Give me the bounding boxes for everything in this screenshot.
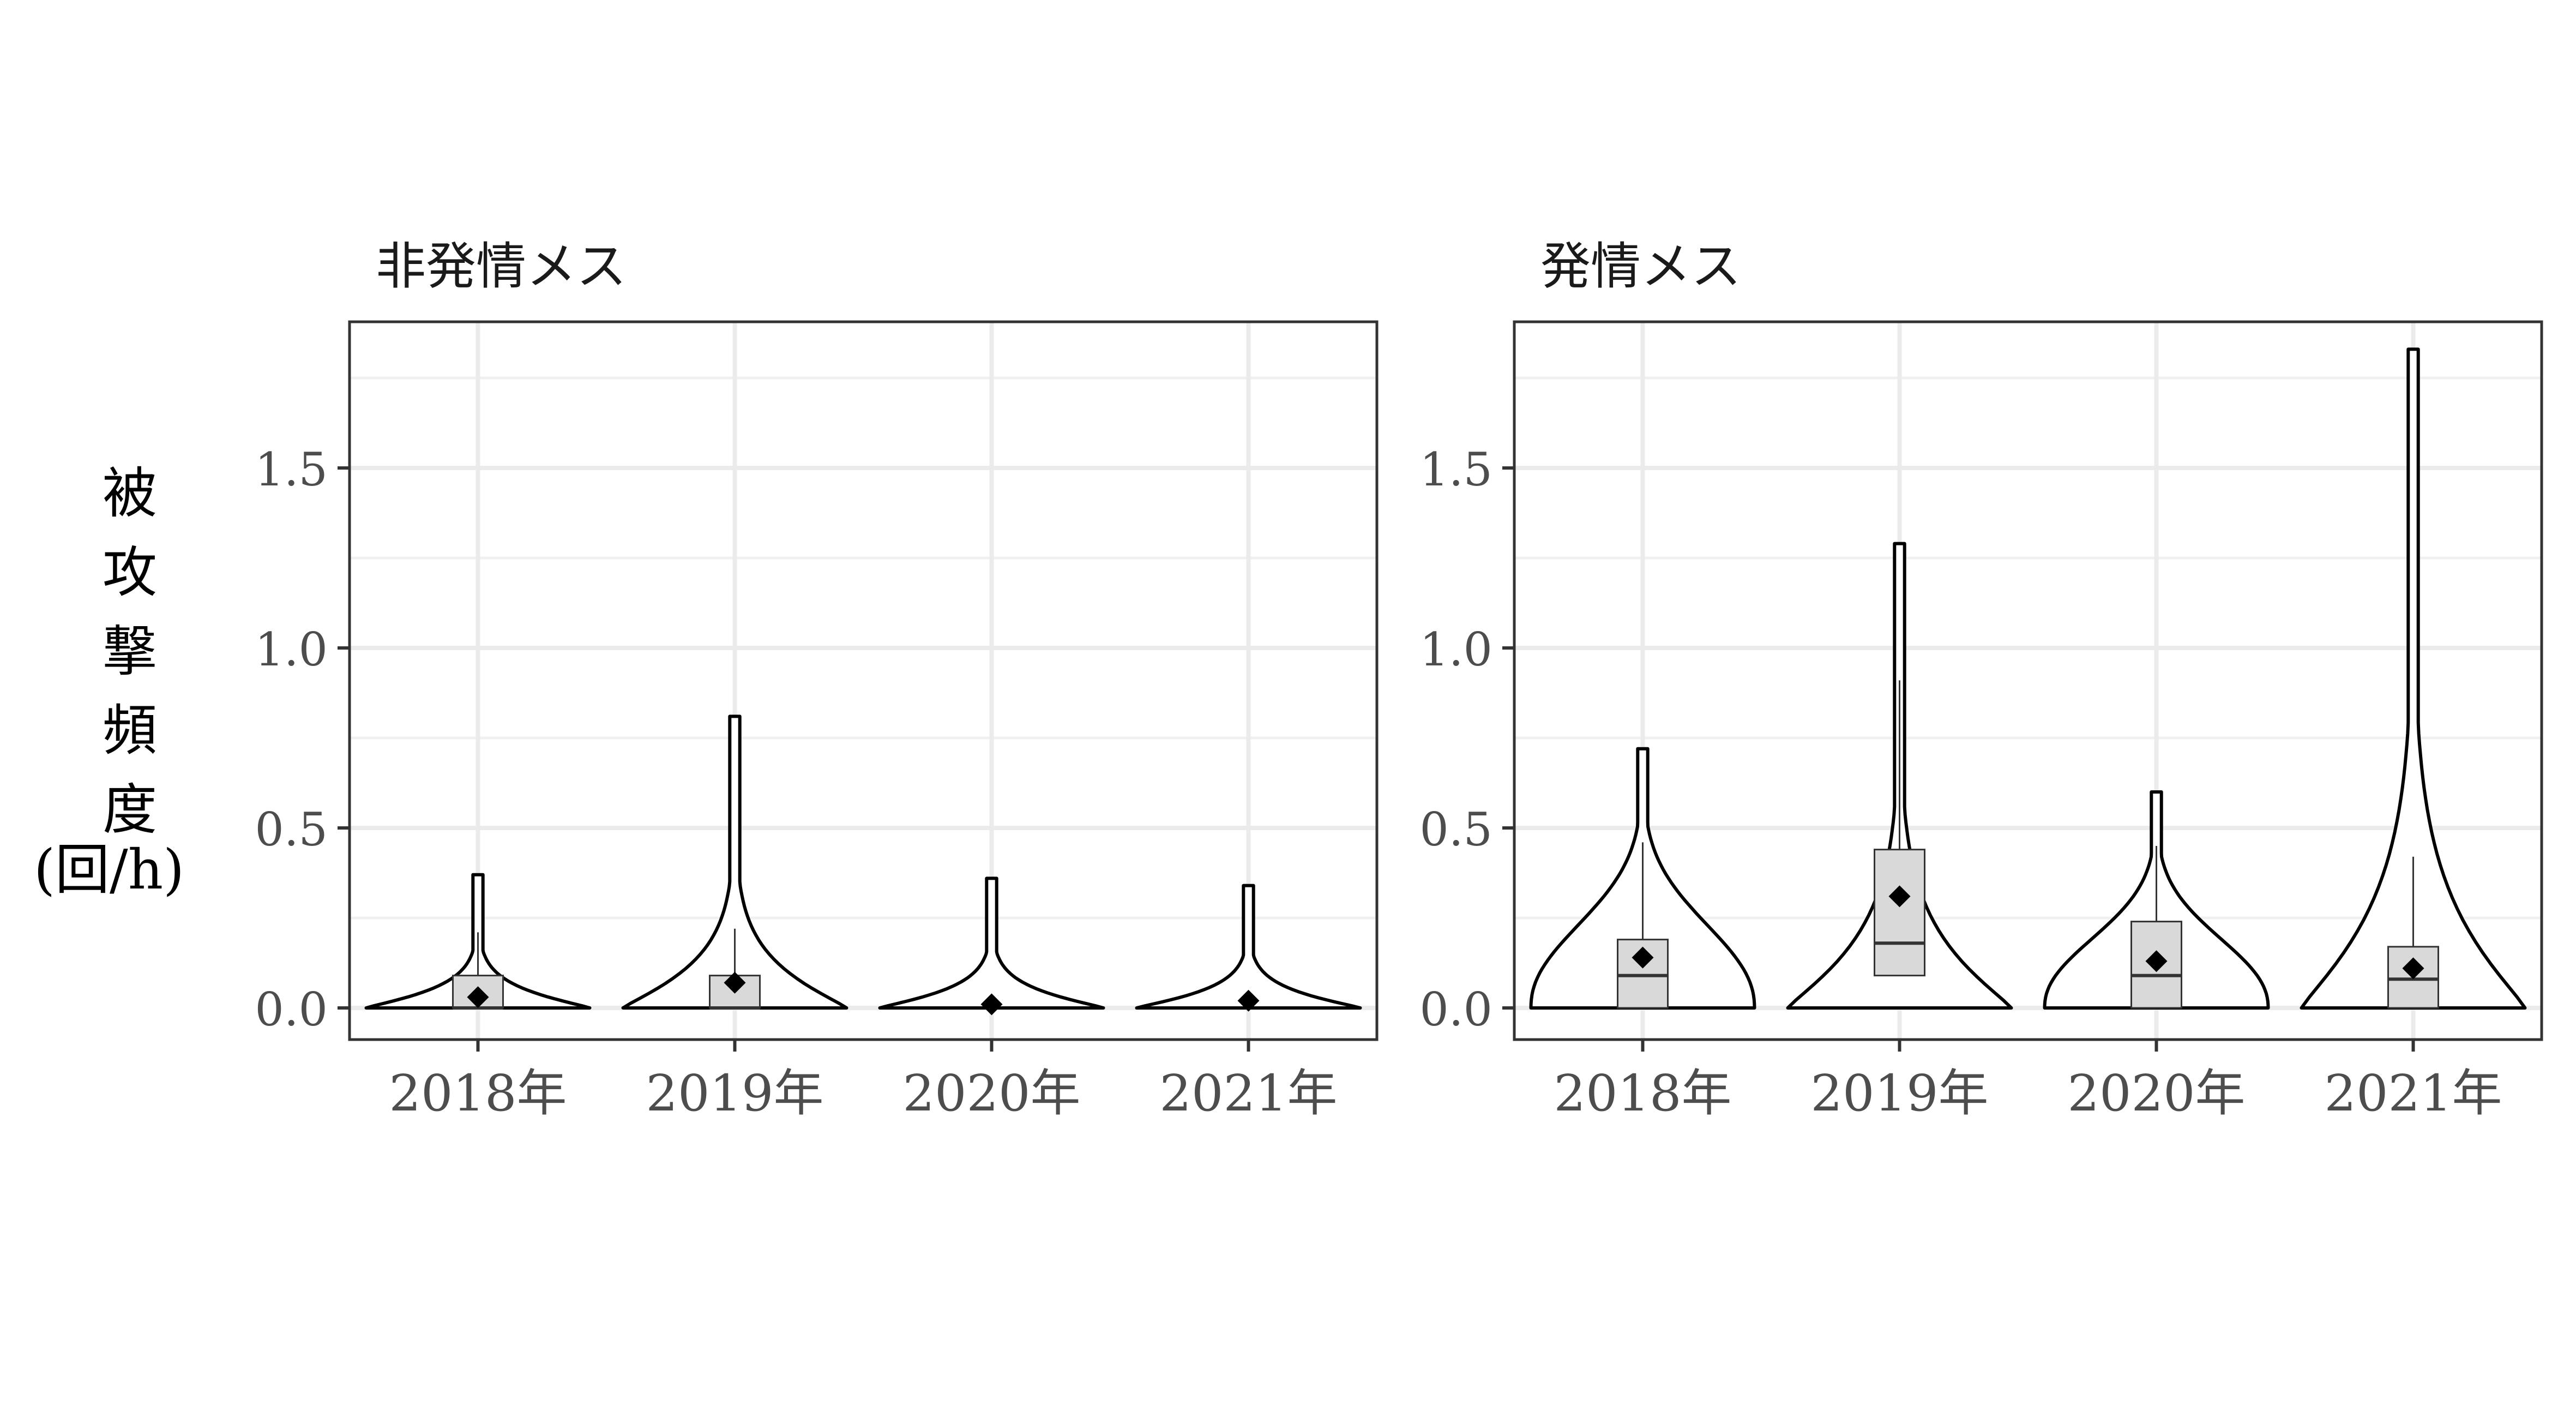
facet-title: 非発情メス <box>376 237 627 296</box>
violin-shape <box>878 876 1105 1010</box>
x-tick-label: 2019年 <box>1810 1064 1988 1122</box>
y-tick-label: 1.5 <box>1419 443 1492 496</box>
violin-shape <box>2300 347 2527 1010</box>
mean-marker <box>1888 885 1911 908</box>
y-tick-label: 0.5 <box>1419 803 1492 856</box>
violin-shape <box>1135 884 1362 1010</box>
y-axis-label-char: 攻 <box>103 541 157 604</box>
box-iqr <box>1874 849 1925 977</box>
panel-border <box>348 320 1379 1041</box>
mean-marker <box>980 993 1003 1016</box>
y-tick-label: 1.0 <box>255 623 328 676</box>
mean-marker <box>1632 946 1654 969</box>
y-axis-label-char: 頻 <box>103 699 157 762</box>
x-tick-label: 2018年 <box>389 1064 567 1122</box>
x-tick-label: 2021年 <box>1159 1064 1337 1122</box>
x-tick-label: 2019年 <box>646 1064 823 1122</box>
y-tick-label: 1.0 <box>1419 623 1492 676</box>
mean-marker <box>1237 989 1260 1012</box>
mean-marker <box>724 971 746 994</box>
panel-non-estrus: 非発情メス 0.0 0.5 1.0 1.5 2018年 2019年 2020年 2021年 <box>255 237 1379 1122</box>
mean-marker <box>2145 950 2168 972</box>
facet-title: 発情メス <box>1540 237 1741 296</box>
panel-border <box>1513 320 2543 1041</box>
mean-marker <box>2402 957 2424 980</box>
violin-shape <box>621 714 848 1010</box>
y-tick-label: 1.5 <box>255 443 328 496</box>
y-axis-label-char: 撃 <box>103 620 157 683</box>
y-tick-label: 0.0 <box>1419 983 1492 1036</box>
x-tick-label: 2018年 <box>1554 1064 1731 1122</box>
y-axis-label-char: 度 <box>103 778 157 842</box>
x-tick-label: 2020年 <box>2067 1064 2245 1122</box>
panel-estrus: 発情メス 0.0 0.5 1.0 1.5 2018年 2019年 2020年 2021年 <box>1419 237 2543 1122</box>
y-tick-label: 0.0 <box>255 983 328 1036</box>
x-tick-label: 2020年 <box>902 1064 1080 1122</box>
y-tick-label: 0.5 <box>255 803 328 856</box>
y-axis-label-char: 被 <box>103 461 157 525</box>
y-axis-label-unit: (回/h) <box>34 838 185 902</box>
mean-marker <box>467 986 489 1008</box>
x-tick-label: 2021年 <box>2324 1064 2502 1122</box>
